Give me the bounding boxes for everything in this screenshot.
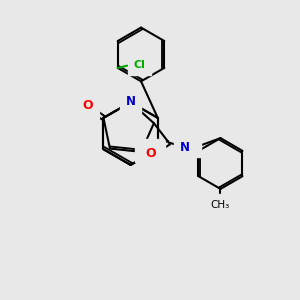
- Text: O: O: [146, 147, 156, 160]
- Text: H: H: [186, 141, 195, 151]
- Text: NH: NH: [141, 147, 160, 157]
- Text: N: N: [143, 144, 153, 158]
- Text: CH₃: CH₃: [211, 200, 230, 210]
- Text: N: N: [180, 141, 190, 154]
- Text: O: O: [82, 100, 93, 112]
- Text: N: N: [126, 95, 136, 108]
- Text: Cl: Cl: [134, 60, 146, 70]
